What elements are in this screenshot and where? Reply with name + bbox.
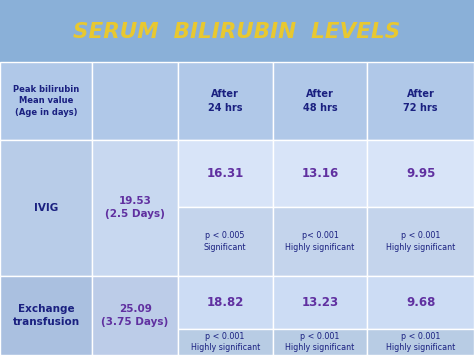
Bar xyxy=(273,276,367,329)
Bar xyxy=(273,329,367,355)
Bar xyxy=(178,329,273,355)
Text: 13.16: 13.16 xyxy=(301,167,338,180)
Text: After
72 hrs: After 72 hrs xyxy=(403,89,438,113)
Bar xyxy=(367,329,474,355)
Bar xyxy=(92,276,178,355)
Text: 18.82: 18.82 xyxy=(207,296,244,309)
Text: p < 0.001
Highly significant: p < 0.001 Highly significant xyxy=(285,332,355,352)
Text: After
48 hrs: After 48 hrs xyxy=(302,89,337,113)
Bar xyxy=(0,140,92,276)
Text: p < 0.001
Highly significant: p < 0.001 Highly significant xyxy=(386,332,456,352)
Text: p < 0.005
Significant: p < 0.005 Significant xyxy=(204,231,246,252)
Text: 19.53
(2.5 Days): 19.53 (2.5 Days) xyxy=(105,196,165,219)
Text: 25.09
(3.75 Days): 25.09 (3.75 Days) xyxy=(101,304,169,327)
Bar xyxy=(273,207,367,276)
Text: 16.31: 16.31 xyxy=(207,167,244,180)
Text: After
24 hrs: After 24 hrs xyxy=(208,89,242,113)
Bar xyxy=(367,276,474,329)
Bar xyxy=(0,276,92,355)
Text: p < 0.001
Highly significant: p < 0.001 Highly significant xyxy=(386,231,456,252)
Text: p < 0.001
Highly significant: p < 0.001 Highly significant xyxy=(191,332,260,352)
Text: 9.95: 9.95 xyxy=(406,167,435,180)
Text: SERUM  BILIRUBIN  LEVELS: SERUM BILIRUBIN LEVELS xyxy=(73,22,401,42)
Bar xyxy=(0,62,92,140)
Bar xyxy=(178,62,273,140)
Text: Peak bilirubin
Mean value
(Age in days): Peak bilirubin Mean value (Age in days) xyxy=(13,84,79,117)
Text: 13.23: 13.23 xyxy=(301,296,338,309)
Bar xyxy=(92,140,178,276)
Bar xyxy=(178,140,273,207)
Bar xyxy=(273,62,367,140)
Bar xyxy=(367,62,474,140)
Bar xyxy=(178,276,273,329)
Text: IVIG: IVIG xyxy=(34,203,58,213)
Bar xyxy=(367,207,474,276)
Bar xyxy=(92,62,178,140)
Bar xyxy=(178,207,273,276)
Bar xyxy=(367,140,474,207)
Text: p< 0.001
Highly significant: p< 0.001 Highly significant xyxy=(285,231,355,252)
Bar xyxy=(273,140,367,207)
Text: 9.68: 9.68 xyxy=(406,296,435,309)
Text: Exchange
transfusion: Exchange transfusion xyxy=(13,304,80,327)
